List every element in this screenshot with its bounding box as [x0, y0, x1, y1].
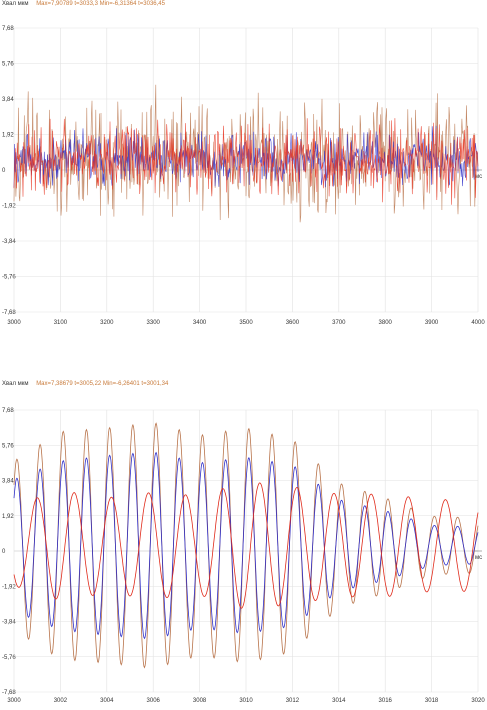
x-tick-label: 4000 [471, 320, 485, 326]
x-tick-label: 3200 [100, 320, 114, 326]
x-tick-label: 3900 [425, 320, 439, 326]
y-tick-label: -1,92 [2, 584, 16, 590]
x-tick-label: 3600 [286, 320, 300, 326]
y-tick-label: 5,76 [2, 62, 14, 68]
x-tick-label: 3300 [147, 320, 161, 326]
x-tick-label: 3000 [7, 698, 21, 704]
y-axis-label: Хвал мкм [2, 381, 29, 387]
y-tick-label: 3,84 [2, 97, 14, 103]
chart-header: Хвал мкм Max=7,90789 t=3033,3 Min=-6,313… [2, 1, 165, 7]
y-tick-label: 3,84 [2, 479, 14, 485]
y-tick-label: -7,68 [2, 310, 16, 316]
x-tick-label: 3010 [239, 698, 253, 704]
stats-readout: Max=7,38679 t=3005,22 Min=-6,26401 t=300… [36, 381, 169, 387]
x-tick-label: 3006 [147, 698, 161, 704]
x-tick-label: 3018 [425, 698, 439, 704]
y-tick-label: 7,68 [2, 26, 14, 32]
y-tick-label: 7,68 [2, 408, 14, 414]
chart-header: Хвал мкм Max=7,38679 t=3005,22 Min=-6,26… [2, 381, 168, 387]
x-tick-label: 3016 [379, 698, 393, 704]
stats-readout: Max=7,90789 t=3033,3 Min=-6,31364 t=3036… [36, 1, 165, 7]
y-tick-label: 5,76 [2, 443, 14, 449]
series-line [13, 451, 479, 640]
y-tick-label: -3,84 [2, 620, 16, 626]
x-axis-unit: мс [475, 555, 482, 561]
y-tick-label: -5,76 [2, 275, 16, 281]
x-tick-label: 3014 [332, 698, 346, 704]
x-tick-label: 3008 [193, 698, 207, 704]
x-tick-label: 3004 [100, 698, 114, 704]
x-tick-label: 3700 [332, 320, 346, 326]
x-tick-label: 3500 [239, 320, 253, 326]
x-tick-label: 3100 [54, 320, 68, 326]
x-tick-label: 3002 [54, 698, 68, 704]
chart-plot-area: 7,68 5,76 3,84 1,92 0 -1,92 -3,84 -5,76 -7,68 300… [2, 26, 485, 326]
y-tick-label: 0 [2, 549, 6, 555]
y-axis-label: Хвал мкм [2, 1, 29, 7]
y-tick-label: -1,92 [2, 204, 16, 210]
y-tick-label: -7,68 [2, 690, 16, 696]
chart-panel-top: Хвал мкм Max=7,90789 t=3033,3 Min=-6,313… [0, 0, 487, 340]
x-tick-label: 3400 [193, 320, 207, 326]
x-tick-label: 3000 [7, 320, 21, 326]
y-tick-label: -5,76 [2, 655, 16, 661]
x-tick-label: 3020 [471, 698, 485, 704]
chart-panel-bottom: Хвал мкм Max=7,38679 t=3005,22 Min=-6,26… [0, 380, 487, 710]
x-tick-label: 3012 [286, 698, 300, 704]
chart-plot-area: 7,68 5,76 3,84 1,92 0 -1,92 -3,84 -5,76 -7,68 300… [2, 408, 485, 704]
y-tick-label: 0 [2, 168, 6, 174]
x-tick-label: 3800 [379, 320, 393, 326]
y-tick-label: -3,84 [2, 239, 16, 245]
y-tick-label: 1,92 [2, 133, 14, 139]
series-line [13, 482, 479, 609]
series-line [13, 118, 479, 205]
x-axis-unit: мс [475, 174, 482, 180]
series-line [13, 84, 479, 223]
y-tick-label: 1,92 [2, 514, 14, 520]
